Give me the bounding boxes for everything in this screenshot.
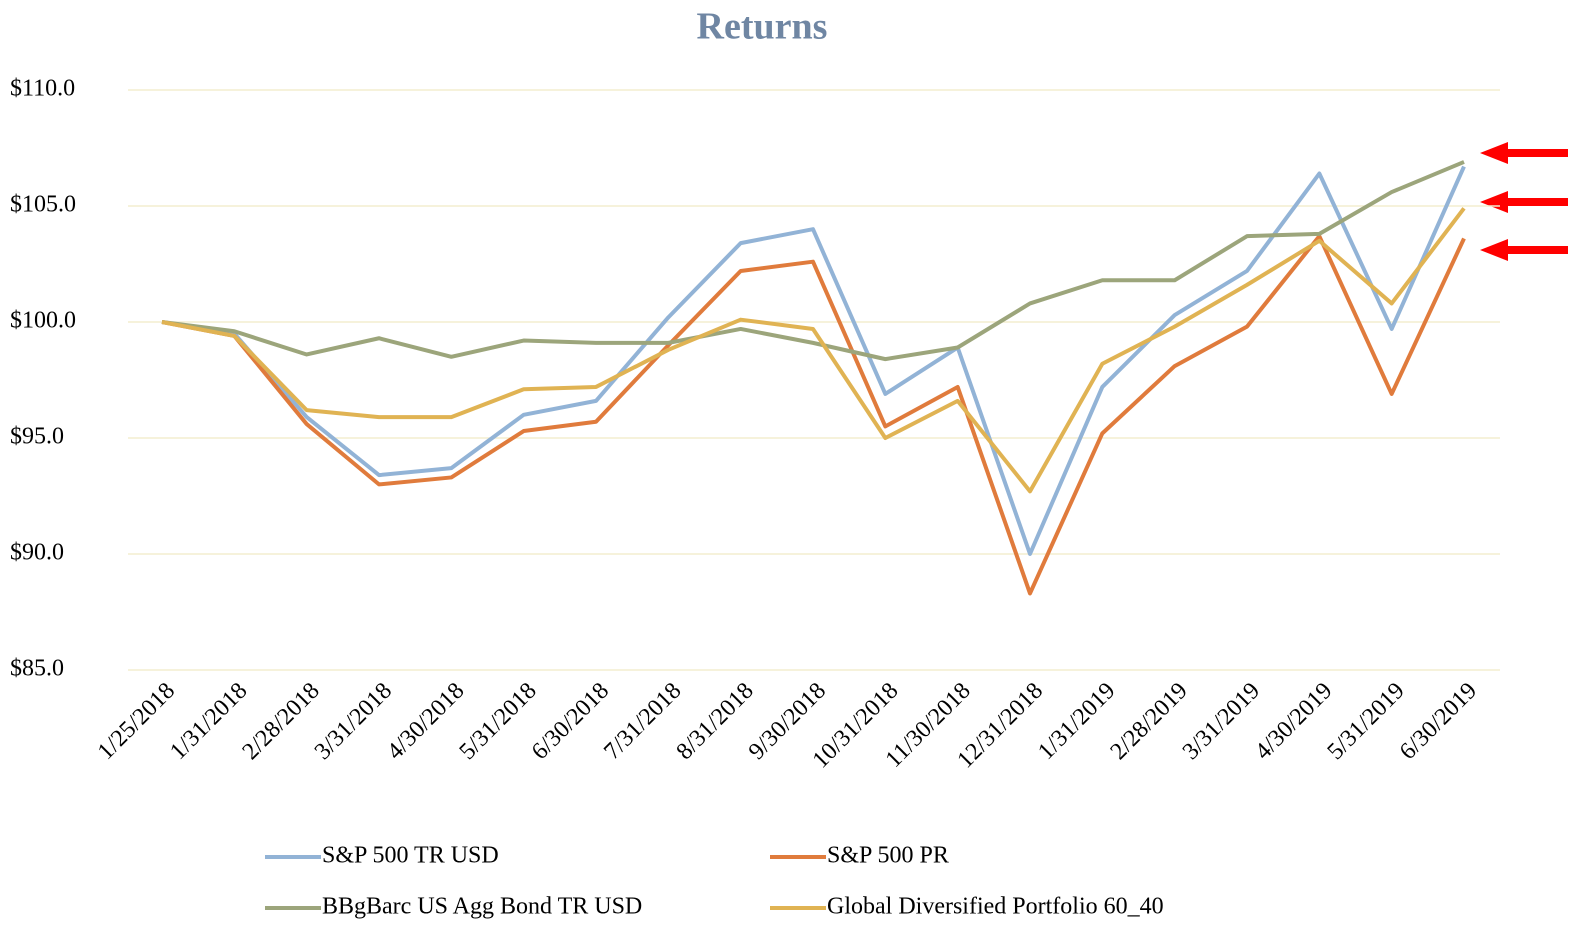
x-tick-label: 3/31/2019 (1178, 678, 1265, 765)
arrow-shaft (1505, 198, 1568, 206)
y-tick-label: $85.0 (10, 656, 64, 682)
arrow-shaft (1505, 149, 1568, 157)
arrow-head (1480, 142, 1508, 164)
series-line (161, 234, 1466, 596)
y-tick-label: $90.0 (10, 540, 64, 566)
x-tick-label: 1/25/2018 (93, 678, 180, 765)
y-tick-label: $110.0 (10, 76, 75, 102)
series-line (161, 207, 1466, 494)
chart-title: Returns (697, 6, 828, 48)
x-tick-label: 6/30/2019 (1395, 678, 1482, 765)
x-tick-label: 4/30/2018 (382, 678, 469, 765)
series-line (161, 160, 1465, 362)
x-tick-label: 6/30/2018 (527, 678, 614, 765)
y-tick-label: $105.0 (10, 192, 76, 218)
legend-label: Global Diversified Portfolio 60_40 (827, 894, 1164, 920)
arrow-head (1480, 239, 1508, 261)
x-tick-label: 7/31/2018 (599, 678, 686, 765)
x-tick-label: 2/28/2019 (1106, 678, 1193, 765)
y-tick-label: $100.0 (10, 308, 76, 334)
x-tick-label: 5/31/2019 (1323, 678, 1410, 765)
series-line (161, 165, 1466, 556)
arrow-shaft (1505, 246, 1568, 254)
x-tick-label: 2/28/2018 (238, 678, 325, 765)
y-tick-label: $95.0 (10, 424, 64, 450)
x-tick-label: 3/31/2018 (310, 678, 397, 765)
legend-label: S&P 500 TR USD (322, 843, 499, 869)
legend-label: S&P 500 PR (827, 843, 949, 869)
x-tick-label: 5/31/2018 (455, 678, 542, 765)
x-tick-label: 8/31/2018 (672, 678, 759, 765)
arrows (1480, 142, 1568, 261)
x-tick-label: 1/31/2019 (1033, 678, 1120, 765)
x-tick-label: 4/30/2019 (1250, 678, 1337, 765)
x-tick-label: 1/31/2018 (165, 678, 252, 765)
arrow-head (1480, 191, 1508, 213)
legend-label: BBgBarc US Agg Bond TR USD (322, 894, 642, 920)
